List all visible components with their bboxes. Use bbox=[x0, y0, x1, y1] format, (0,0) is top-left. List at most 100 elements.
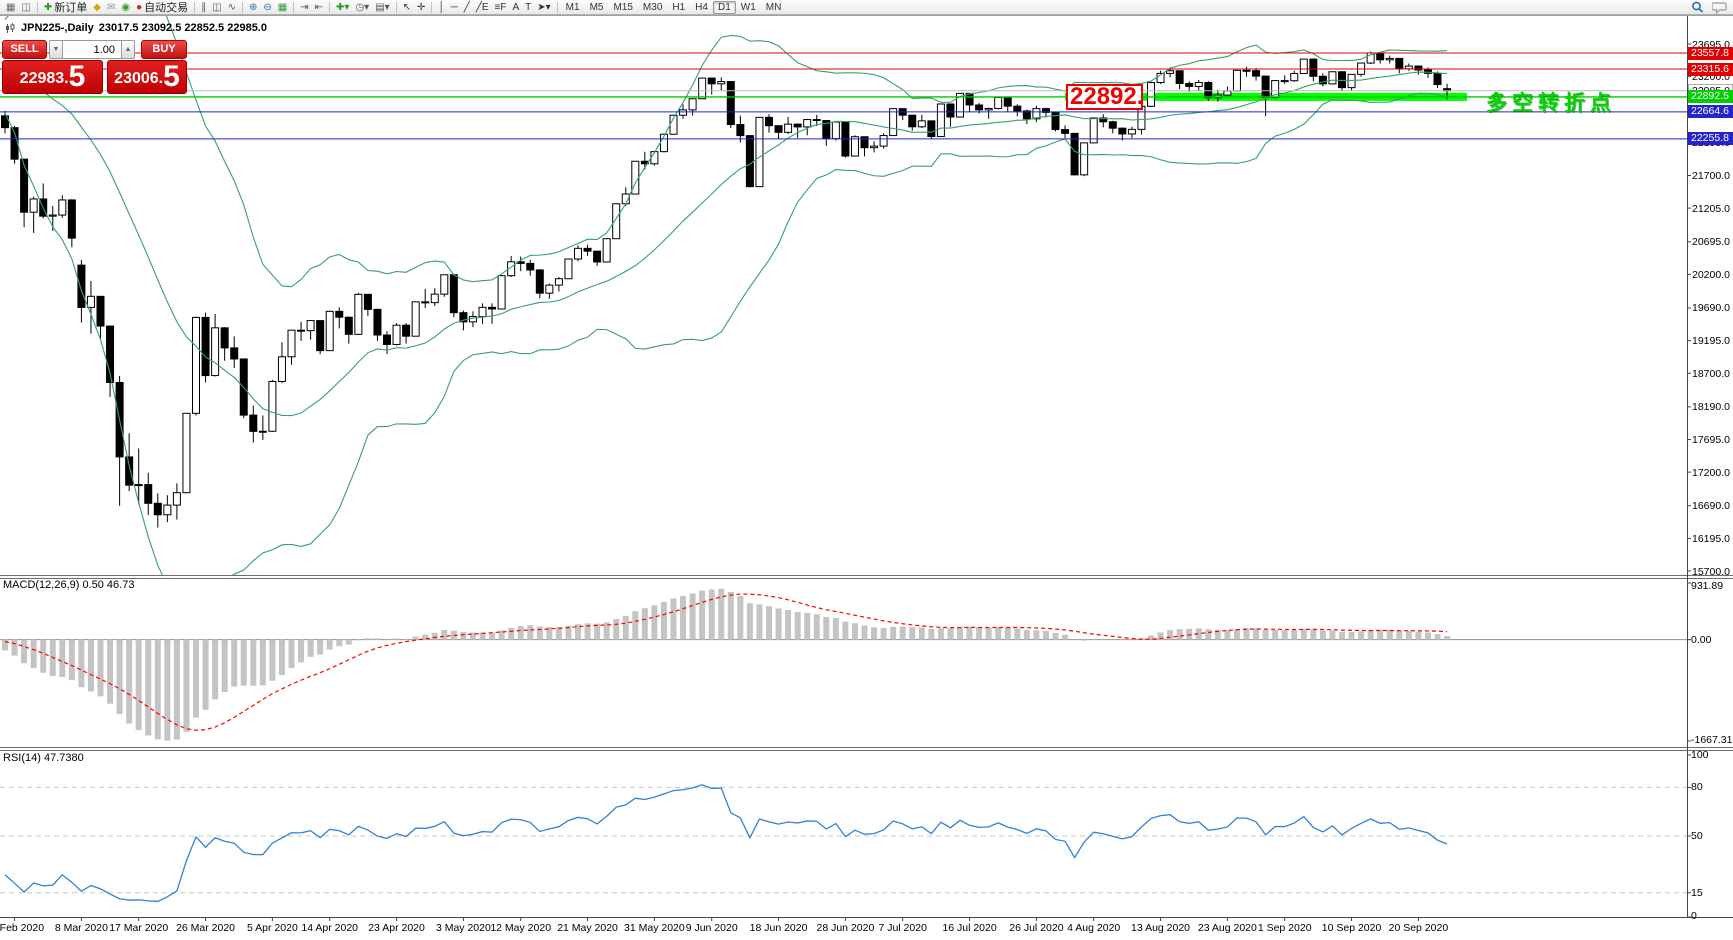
trendline-button[interactable]: ╱ bbox=[461, 1, 473, 14]
timeframe-m15[interactable]: M15 bbox=[613, 1, 633, 13]
style-funnel-icon: ◆ bbox=[93, 1, 101, 13]
arrows-button[interactable]: ➤▾ bbox=[534, 1, 553, 14]
toolbar-right bbox=[1691, 1, 1727, 14]
arrows-icon: ➤▾ bbox=[537, 1, 551, 13]
price-note-box[interactable]: 22892.5 bbox=[1066, 84, 1143, 110]
date-label[interactable]: 3 May 2020 bbox=[435, 922, 491, 934]
sell-button[interactable]: SELL bbox=[2, 40, 47, 59]
date-label[interactable]: 4 Aug 2020 bbox=[1067, 922, 1121, 934]
style-funnel-button[interactable]: ◆ bbox=[90, 1, 104, 14]
date-label[interactable]: 5 Apr 2020 bbox=[246, 922, 298, 934]
timeframe-m1[interactable]: M1 bbox=[565, 1, 580, 13]
chart-window-icon bbox=[6, 22, 15, 33]
date-label[interactable]: 23 Apr 2020 bbox=[368, 922, 425, 934]
zoom-in-icon: ⊕ bbox=[249, 1, 258, 13]
sell-price-display[interactable]: 22983. 5 bbox=[2, 60, 103, 94]
templates-button[interactable]: ▤▾ bbox=[372, 1, 392, 14]
autotrading-button[interactable]: ● 自动交易 bbox=[133, 1, 191, 15]
turning-point-annotation[interactable]: 多空转折点 bbox=[1486, 92, 1616, 115]
search-icon[interactable] bbox=[1691, 1, 1704, 14]
text-label-button[interactable]: T bbox=[522, 1, 534, 14]
auto-scroll-button[interactable]: ⇤ bbox=[312, 1, 326, 14]
sell-price-pips: 5 bbox=[68, 60, 86, 93]
timeframe-w1[interactable]: W1 bbox=[740, 1, 756, 13]
date-label[interactable]: 9 Jun 2020 bbox=[685, 922, 738, 934]
fibonacci-button[interactable]: ≡F bbox=[492, 1, 510, 14]
chart-profile-button[interactable]: ◫ bbox=[18, 1, 33, 14]
volume-input[interactable] bbox=[63, 40, 121, 59]
vertical-line-button[interactable]: │ bbox=[435, 1, 447, 14]
date-label[interactable]: 10 Sep 2020 bbox=[1321, 922, 1382, 934]
timeframe-h1[interactable]: H1 bbox=[672, 1, 686, 13]
date-label[interactable]: 18 Jun 2020 bbox=[749, 922, 808, 934]
auto-scroll-icon: ⇤ bbox=[314, 1, 324, 13]
chart-shift-button[interactable]: ⇥ bbox=[297, 1, 311, 14]
bollinger-middle bbox=[4, 65, 1448, 417]
date-label[interactable]: 27 Feb 2020 bbox=[0, 922, 45, 934]
candlestick-chart-button[interactable]: ◫ bbox=[209, 1, 224, 14]
new-order-button[interactable]: ✚ 新订单 bbox=[41, 1, 90, 15]
price-tick-label: 18700.0 bbox=[1692, 367, 1730, 380]
date-label[interactable]: 12 May 2020 bbox=[490, 922, 552, 934]
line-chart-icon: ∿ bbox=[227, 1, 237, 13]
new-chart-icon: ▦ bbox=[6, 1, 16, 13]
one-click-trade-panel: SELL ▼ ▲ BUY 22983.5 23006.5 bbox=[2, 38, 188, 96]
main-pane bbox=[0, 16, 1687, 575]
equidistant-channel-button[interactable]: ╱E bbox=[473, 1, 492, 14]
timeframe-m30[interactable]: M30 bbox=[642, 1, 663, 13]
zoom-in-button[interactable]: ⊕ bbox=[246, 1, 260, 14]
sell-price-main: 22983 bbox=[19, 70, 65, 87]
date-label[interactable]: 23 Aug 2020 bbox=[1197, 922, 1257, 934]
tile-windows-button[interactable]: ▦ bbox=[275, 1, 290, 14]
timeframe-h4[interactable]: H4 bbox=[695, 1, 708, 13]
volume-decrease-button[interactable]: ▼ bbox=[49, 40, 63, 59]
date-label[interactable]: 13 Aug 2020 bbox=[1131, 922, 1191, 934]
date-label[interactable]: 17 Mar 2020 bbox=[109, 922, 169, 934]
chat-icon[interactable] bbox=[1712, 1, 1727, 14]
date-label[interactable]: 20 Sep 2020 bbox=[1388, 922, 1449, 934]
cursor-icon: ↖ bbox=[402, 1, 412, 13]
timeframe-d1[interactable]: D1 bbox=[712, 0, 736, 14]
zoom-out-button[interactable]: ⊖ bbox=[260, 1, 274, 14]
line-chart-button[interactable]: ∿ bbox=[225, 1, 239, 14]
toolbar-separator bbox=[329, 1, 331, 13]
publish-button[interactable]: ✉ bbox=[104, 1, 118, 14]
rsi-pane bbox=[0, 784, 1687, 903]
periods-button[interactable]: ◷▾ bbox=[352, 1, 372, 14]
date-label[interactable]: 14 Apr 2020 bbox=[301, 922, 358, 934]
new-chart-button[interactable]: ▦ bbox=[3, 1, 18, 14]
price-tick-label: 20695.0 bbox=[1692, 236, 1730, 249]
new-order-label: 新订单 bbox=[54, 2, 88, 14]
date-label[interactable]: 8 Mar 2020 bbox=[54, 922, 108, 934]
date-label[interactable]: 7 Jul 2020 bbox=[878, 922, 927, 934]
date-label[interactable]: 26 Mar 2020 bbox=[176, 922, 236, 934]
rsi-0-label: 0 bbox=[1691, 910, 1697, 922]
new-order-icon: ✚ bbox=[43, 1, 53, 13]
bollinger-lower bbox=[4, 92, 1448, 575]
date-label[interactable]: 31 May 2020 bbox=[624, 922, 685, 934]
crosshair-button[interactable]: ✛ bbox=[414, 1, 428, 14]
cursor-button[interactable]: ↖ bbox=[400, 1, 414, 14]
timeframe-m5[interactable]: M5 bbox=[589, 1, 604, 13]
date-label[interactable]: 21 May 2020 bbox=[557, 922, 618, 934]
date-label[interactable]: 28 Jun 2020 bbox=[816, 922, 875, 934]
periods-icon: ◷▾ bbox=[355, 1, 370, 13]
timeframe-mn[interactable]: MN bbox=[765, 1, 782, 13]
buy-button[interactable]: BUY bbox=[141, 40, 187, 59]
date-label[interactable]: 1 Sep 2020 bbox=[1257, 922, 1312, 934]
bar-chart-button[interactable]: ∥ bbox=[198, 1, 209, 14]
candles-layer bbox=[1, 51, 1452, 528]
buy-price-display[interactable]: 23006. 5 bbox=[107, 60, 187, 94]
buy-price-pips: 5 bbox=[163, 60, 180, 93]
buy-price-main: 23006 bbox=[114, 70, 159, 87]
signal-button[interactable]: ◉ bbox=[118, 1, 133, 14]
text-button[interactable]: A bbox=[509, 1, 522, 14]
date-label[interactable]: 16 Jul 2020 bbox=[942, 922, 997, 934]
publish-icon: ✉ bbox=[107, 1, 116, 13]
price-tick-label: 16195.0 bbox=[1692, 532, 1730, 545]
volume-increase-button[interactable]: ▲ bbox=[121, 40, 135, 59]
price-tick-label: 16690.0 bbox=[1692, 500, 1730, 513]
indicators-button[interactable]: ✚▾ bbox=[333, 1, 352, 14]
horizontal-line-button[interactable]: ─ bbox=[448, 1, 461, 14]
date-label[interactable]: 26 Jul 2020 bbox=[1009, 922, 1064, 934]
